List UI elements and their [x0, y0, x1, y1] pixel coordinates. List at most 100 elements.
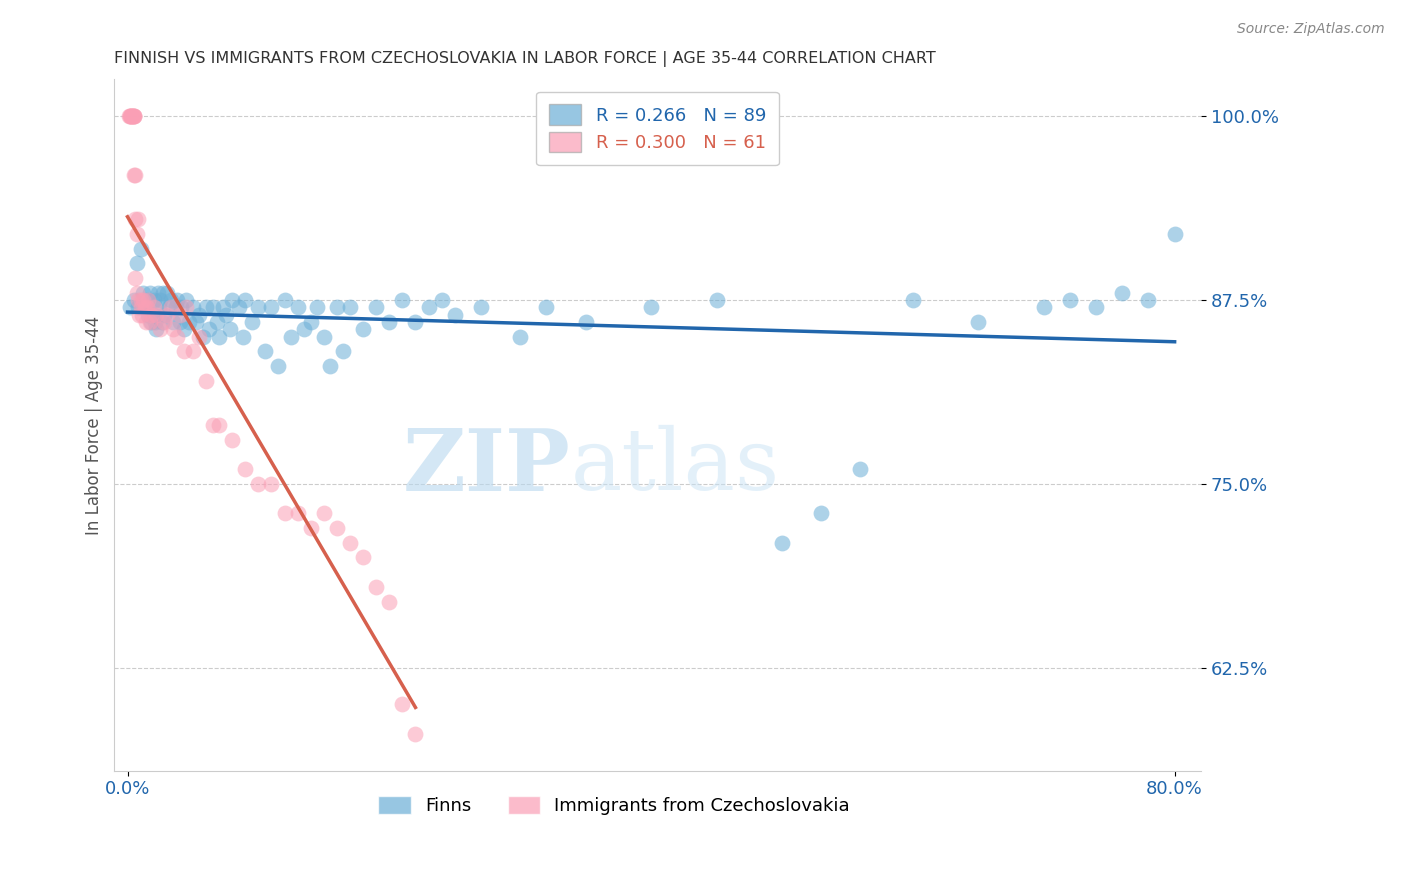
Point — [120, 109, 142, 123]
Point — [122, 109, 145, 123]
Point — [120, 109, 142, 123]
Point — [125, 227, 148, 241]
Point — [153, 308, 176, 322]
Point — [120, 109, 142, 123]
Point — [152, 285, 174, 300]
Point — [184, 315, 207, 329]
Point — [132, 293, 155, 307]
Point — [188, 330, 211, 344]
Y-axis label: In Labor Force | Age 35-44: In Labor Force | Age 35-44 — [86, 316, 103, 534]
Point — [536, 301, 558, 315]
Point — [267, 359, 290, 374]
Point — [124, 168, 146, 182]
Point — [404, 727, 426, 741]
Point — [122, 168, 145, 182]
Point — [121, 109, 143, 123]
Text: atlas: atlas — [571, 425, 780, 508]
Point — [143, 315, 166, 329]
Point — [218, 322, 240, 336]
Point — [127, 301, 149, 315]
Point — [146, 285, 169, 300]
Point — [120, 109, 142, 123]
Point — [124, 212, 146, 227]
Point — [124, 271, 146, 285]
Point — [352, 322, 374, 336]
Point — [352, 550, 374, 565]
Point — [173, 322, 195, 336]
Point — [129, 293, 152, 307]
Point — [575, 315, 598, 329]
Point — [339, 535, 361, 549]
Point — [125, 256, 148, 270]
Point — [1163, 227, 1185, 241]
Point — [156, 285, 179, 300]
Point — [443, 308, 465, 322]
Point — [159, 293, 181, 307]
Point — [138, 293, 160, 307]
Point — [162, 322, 184, 336]
Point — [233, 462, 256, 476]
Point — [366, 301, 388, 315]
Point — [299, 521, 322, 535]
Point — [221, 433, 243, 447]
Point — [1085, 301, 1108, 315]
Point — [312, 330, 335, 344]
Point — [240, 315, 263, 329]
Point — [128, 308, 150, 322]
Point — [260, 476, 283, 491]
Point — [129, 242, 152, 256]
Point — [195, 374, 218, 388]
Point — [770, 535, 793, 549]
Point — [280, 330, 302, 344]
Point — [228, 301, 250, 315]
Point — [125, 285, 148, 300]
Point — [177, 315, 200, 329]
Point — [176, 301, 198, 315]
Point — [967, 315, 990, 329]
Point — [212, 301, 235, 315]
Point — [1032, 301, 1054, 315]
Point — [162, 315, 184, 329]
Point — [181, 301, 204, 315]
Point — [339, 301, 361, 315]
Point — [127, 293, 149, 307]
Point — [706, 293, 728, 307]
Point — [142, 308, 165, 322]
Point — [153, 315, 176, 329]
Point — [149, 322, 172, 336]
Point — [287, 506, 309, 520]
Point — [122, 109, 145, 123]
Point — [201, 417, 224, 432]
Point — [122, 293, 145, 307]
Point — [232, 330, 254, 344]
Point — [139, 315, 162, 329]
Point — [287, 301, 309, 315]
Point — [378, 315, 401, 329]
Point — [181, 344, 204, 359]
Point — [129, 301, 152, 315]
Point — [127, 212, 149, 227]
Point — [188, 308, 211, 322]
Point — [165, 301, 187, 315]
Point — [136, 293, 159, 307]
Point — [404, 315, 426, 329]
Point — [132, 285, 155, 300]
Point — [326, 521, 349, 535]
Point — [201, 301, 224, 315]
Point — [253, 344, 276, 359]
Point — [418, 301, 440, 315]
Point — [136, 301, 159, 315]
Point — [233, 293, 256, 307]
Point — [176, 293, 198, 307]
Point — [134, 301, 156, 315]
Point — [134, 301, 156, 315]
Point — [142, 293, 165, 307]
Point — [208, 417, 231, 432]
Point — [1137, 293, 1160, 307]
Point — [273, 506, 295, 520]
Point — [307, 301, 329, 315]
Point — [366, 580, 388, 594]
Point — [221, 293, 243, 307]
Point — [173, 344, 195, 359]
Point — [135, 315, 157, 329]
